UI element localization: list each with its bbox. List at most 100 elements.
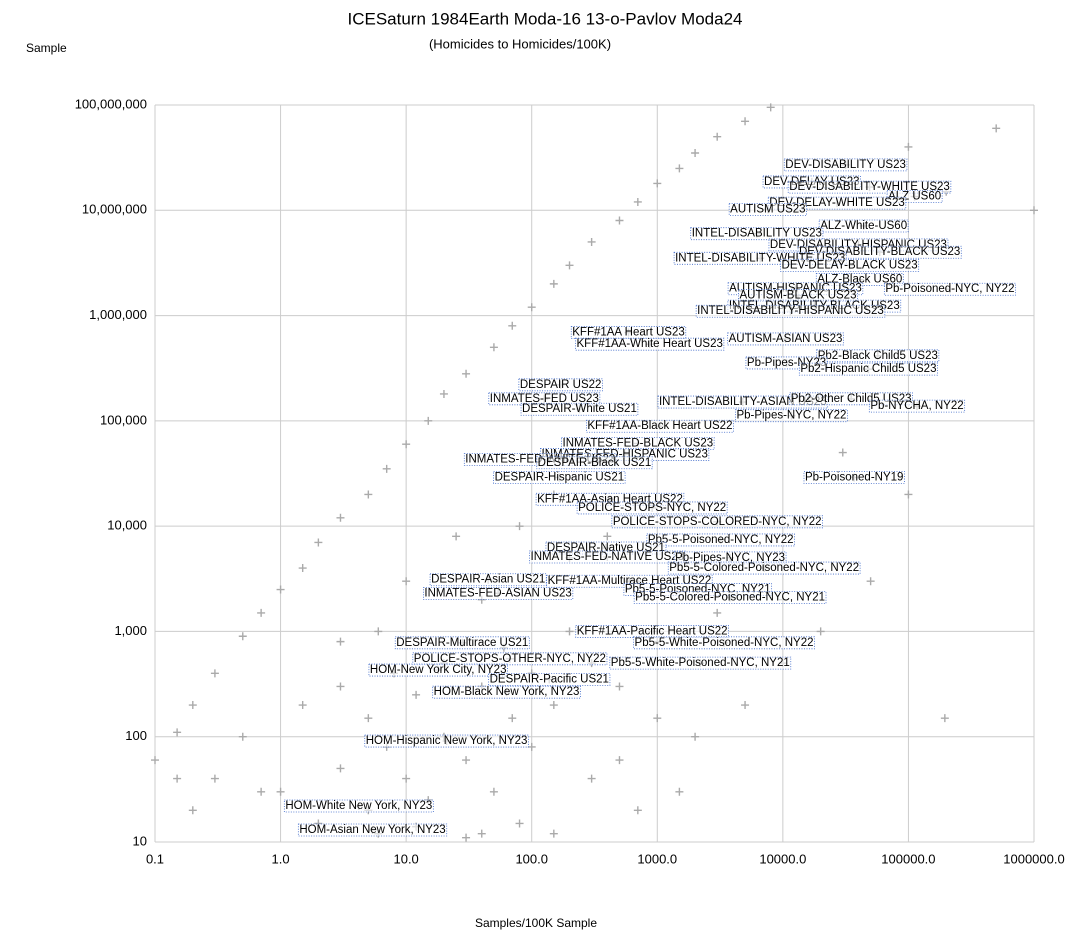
point-label: POLICE-STOPS-NYC, NY22	[578, 502, 726, 514]
point-label: Pb-Pipes-NYC, NY22	[736, 410, 846, 422]
point	[173, 774, 182, 783]
point	[549, 279, 558, 288]
y-tick-label: 10,000	[107, 518, 147, 533]
point-label: INMATES-FED US23	[490, 393, 599, 405]
x-tick-label: 10.0	[393, 851, 418, 866]
label-box	[646, 533, 795, 547]
point-label: POLICE-STOPS-COLORED-NYC, NY22	[613, 516, 822, 528]
point	[508, 321, 517, 330]
y-tick-label: 10	[133, 833, 147, 848]
point	[489, 343, 498, 352]
point	[173, 728, 182, 737]
point	[565, 627, 574, 636]
point	[489, 787, 498, 796]
point-label: AUTISM-BLACK US23	[740, 290, 857, 302]
point	[1030, 206, 1038, 215]
point-label: HOM-Hispanic New York, NY23	[366, 735, 528, 747]
point	[439, 389, 448, 398]
label-box	[575, 625, 729, 638]
y-tick-label: 100,000	[100, 412, 147, 427]
y-tick-label: 100,000,000	[75, 96, 147, 111]
point-label: HOM-Black New York, NY23	[434, 686, 580, 698]
point-label: Pb5-5-Poisoned-NYC, NY22	[648, 534, 794, 546]
point-label: KFF#1AA-Black Heart US22	[587, 420, 732, 432]
point	[238, 632, 247, 641]
label-box	[576, 501, 728, 515]
label-box	[609, 656, 792, 670]
point	[866, 577, 875, 586]
x-tick-label: 100000.0	[881, 851, 935, 866]
label-box	[798, 362, 938, 376]
point	[462, 833, 471, 842]
point	[336, 513, 345, 522]
point	[314, 538, 323, 547]
label-box	[667, 561, 861, 575]
point	[257, 608, 266, 617]
point-label: DESPAIR-White US21	[522, 403, 637, 415]
point	[298, 564, 307, 573]
point	[615, 756, 624, 765]
point	[298, 701, 307, 710]
point	[151, 756, 159, 765]
point-label: DESPAIR-Black US21	[538, 457, 652, 469]
point	[691, 732, 700, 741]
point	[741, 701, 750, 710]
point	[549, 701, 558, 710]
label-box	[412, 652, 608, 666]
point-label: INTEL-DISABILITY-HISPANIC US23	[697, 305, 884, 317]
y-tick-label: 1,000	[114, 623, 147, 638]
point-label: DEV-DISABILITY US23	[785, 159, 906, 171]
point	[741, 117, 750, 126]
point-label: DESPAIR-Hispanic US21	[495, 471, 625, 483]
point-label: DEV-DELAY-BLACK US23	[782, 259, 918, 271]
label-box	[518, 378, 603, 392]
point	[691, 149, 700, 158]
label-box	[727, 332, 844, 346]
label-box	[816, 349, 940, 363]
y-tick-label: 1,000,000	[89, 307, 147, 322]
label-box	[818, 219, 909, 233]
x-tick-label: 1000000.0	[1003, 851, 1064, 866]
point-label: INMATES-FED-NATIVE US23	[531, 551, 685, 563]
point-label: DESPAIR-Multirace US21	[396, 637, 528, 649]
point	[633, 197, 642, 206]
x-tick-label: 0.1	[146, 851, 164, 866]
point-label: HOM-Asian New York, NY23	[299, 824, 445, 836]
label-box	[394, 636, 530, 650]
point	[904, 142, 913, 151]
point-label: INTEL-DISABILITY US23	[692, 228, 822, 240]
point-label: AUTISM US23	[730, 203, 805, 215]
point-label: ALZ-White-US60	[820, 220, 907, 232]
label-box	[868, 399, 966, 413]
point	[565, 261, 574, 270]
point	[615, 216, 624, 225]
point	[402, 440, 411, 449]
point-label: Pb-NYCHA, NY22	[870, 400, 963, 412]
point	[515, 522, 524, 531]
point-label: Pb5-5-Colored-Poisoned-NYC, NY22	[669, 562, 859, 574]
label-box	[633, 636, 815, 650]
label-box	[735, 409, 848, 423]
y-tick-label: 100	[125, 728, 147, 743]
point	[675, 787, 684, 796]
point	[276, 585, 285, 594]
point-label: HOM-New York City, NY23	[370, 664, 507, 676]
point-label: DESPAIR US22	[520, 379, 602, 391]
point-label: INMATES-FED-BLACK US23	[563, 437, 714, 449]
label-box	[611, 515, 823, 529]
label-box	[488, 392, 601, 406]
point-label: DESPAIR-Pacific US21	[490, 673, 609, 685]
point	[336, 682, 345, 691]
point	[402, 774, 411, 783]
point	[210, 774, 219, 783]
point-label: KFF#1AA-White Heart US23	[577, 338, 723, 350]
label-box	[529, 550, 686, 564]
point	[462, 756, 471, 765]
point-label: Pb5-5-White-Poisoned-NYC, NY21	[611, 657, 790, 669]
point-label: Pb2-Black Child5 US23	[818, 350, 938, 362]
point-label: KFF#1AA Heart US23	[572, 327, 685, 339]
label-box	[673, 551, 787, 565]
point	[904, 490, 913, 499]
point	[603, 532, 612, 541]
y-axis-label: Sample	[26, 41, 67, 55]
